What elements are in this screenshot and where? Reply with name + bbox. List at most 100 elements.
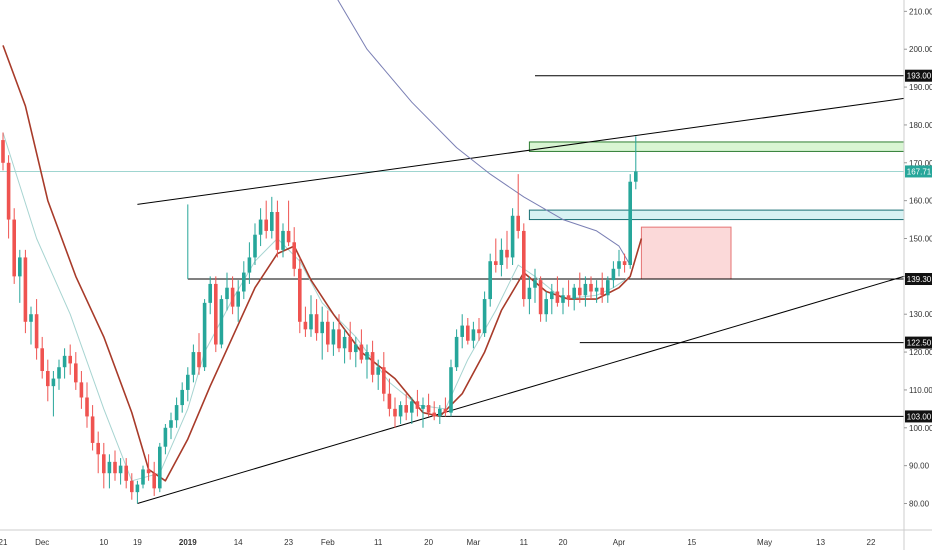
candle — [454, 329, 459, 371]
y-tick-label: 120.00 — [909, 348, 932, 357]
candle — [292, 227, 296, 277]
candle-body — [449, 367, 453, 413]
y-tick-label: 100.00 — [909, 424, 932, 433]
candle-body — [225, 287, 229, 300]
candle-body — [174, 405, 179, 421]
red-zone — [640, 226, 732, 280]
candle-body — [202, 302, 207, 368]
candle-body — [292, 242, 296, 269]
candle-body — [34, 314, 39, 349]
candle — [606, 276, 610, 303]
candle — [527, 276, 532, 315]
candle-body — [482, 299, 487, 334]
candle — [163, 424, 168, 455]
candle — [152, 461, 156, 496]
price-badge-label: 139.30 — [907, 275, 932, 284]
candle — [566, 280, 571, 307]
candle — [337, 314, 341, 353]
candle — [438, 405, 442, 424]
candle-body — [163, 427, 168, 447]
ema-slow-line — [2, 45, 643, 482]
candle-body — [107, 461, 112, 474]
price-badge: 103.00 — [905, 410, 932, 423]
candle-body — [118, 465, 123, 474]
candle-body — [180, 389, 184, 406]
candle-body — [550, 291, 554, 300]
candle-body — [314, 314, 319, 334]
candle-body — [376, 367, 380, 375]
candle — [421, 397, 425, 428]
candle — [348, 321, 352, 360]
candle-body — [555, 291, 560, 303]
candle-body — [561, 295, 565, 303]
candle — [634, 136, 638, 190]
candle-body — [1, 140, 5, 163]
candle — [382, 352, 386, 402]
candle — [561, 287, 565, 315]
price-badge: 193.00 — [905, 69, 932, 82]
y-tick-label: 180.00 — [909, 121, 932, 130]
candle-body — [57, 367, 61, 379]
candle — [270, 196, 274, 239]
candle — [443, 397, 448, 417]
candle-body — [410, 401, 414, 413]
y-tick-label: 90.00 — [909, 462, 930, 471]
candle — [589, 276, 593, 300]
candle — [174, 397, 179, 428]
candle — [208, 276, 212, 315]
candle-body — [68, 355, 72, 364]
candle-body — [62, 355, 67, 368]
candle-body — [538, 280, 543, 315]
candle-body — [102, 454, 106, 474]
candle — [85, 382, 89, 428]
candle-body — [85, 397, 89, 417]
candle — [186, 367, 190, 402]
candle-body — [611, 268, 616, 281]
candle-body — [370, 352, 375, 375]
x-tick-label: 2019 — [179, 538, 197, 547]
candle-body — [387, 393, 392, 409]
candle — [113, 450, 117, 481]
candle — [533, 268, 537, 303]
candle-body — [499, 249, 504, 265]
candle-body — [191, 352, 196, 375]
candle — [169, 412, 173, 440]
candle-body — [96, 442, 100, 455]
candle-body — [286, 230, 291, 243]
candle — [516, 174, 520, 239]
candle-body — [578, 287, 582, 296]
candle-body — [141, 469, 145, 485]
drawing-lines-layer — [0, 75, 905, 504]
candle-body — [365, 352, 369, 360]
price-badge-box — [905, 165, 932, 178]
x-tick-label: Mar — [467, 538, 481, 547]
green-zone — [528, 141, 905, 152]
candle — [286, 200, 291, 247]
zones-layer — [528, 141, 905, 280]
candle — [230, 276, 235, 315]
candle-body — [303, 321, 308, 330]
candle-body — [393, 408, 397, 417]
candle-body — [219, 299, 224, 345]
candle — [242, 261, 246, 300]
candle — [488, 253, 492, 307]
candle-body — [566, 295, 571, 300]
price-badge-box — [905, 336, 932, 349]
candles-layer — [1, 132, 638, 504]
candle — [303, 306, 308, 337]
sma-long-line — [337, 0, 631, 266]
candle — [40, 336, 44, 379]
candle — [180, 382, 184, 413]
candle — [57, 359, 61, 390]
candle-body — [90, 416, 95, 443]
candle — [617, 249, 621, 277]
candle — [79, 371, 84, 409]
candle — [583, 276, 588, 307]
x-tick-label: 19 — [133, 538, 142, 547]
candle-body — [600, 287, 604, 296]
candle — [410, 397, 414, 424]
candle — [191, 344, 196, 383]
candle — [404, 393, 408, 421]
